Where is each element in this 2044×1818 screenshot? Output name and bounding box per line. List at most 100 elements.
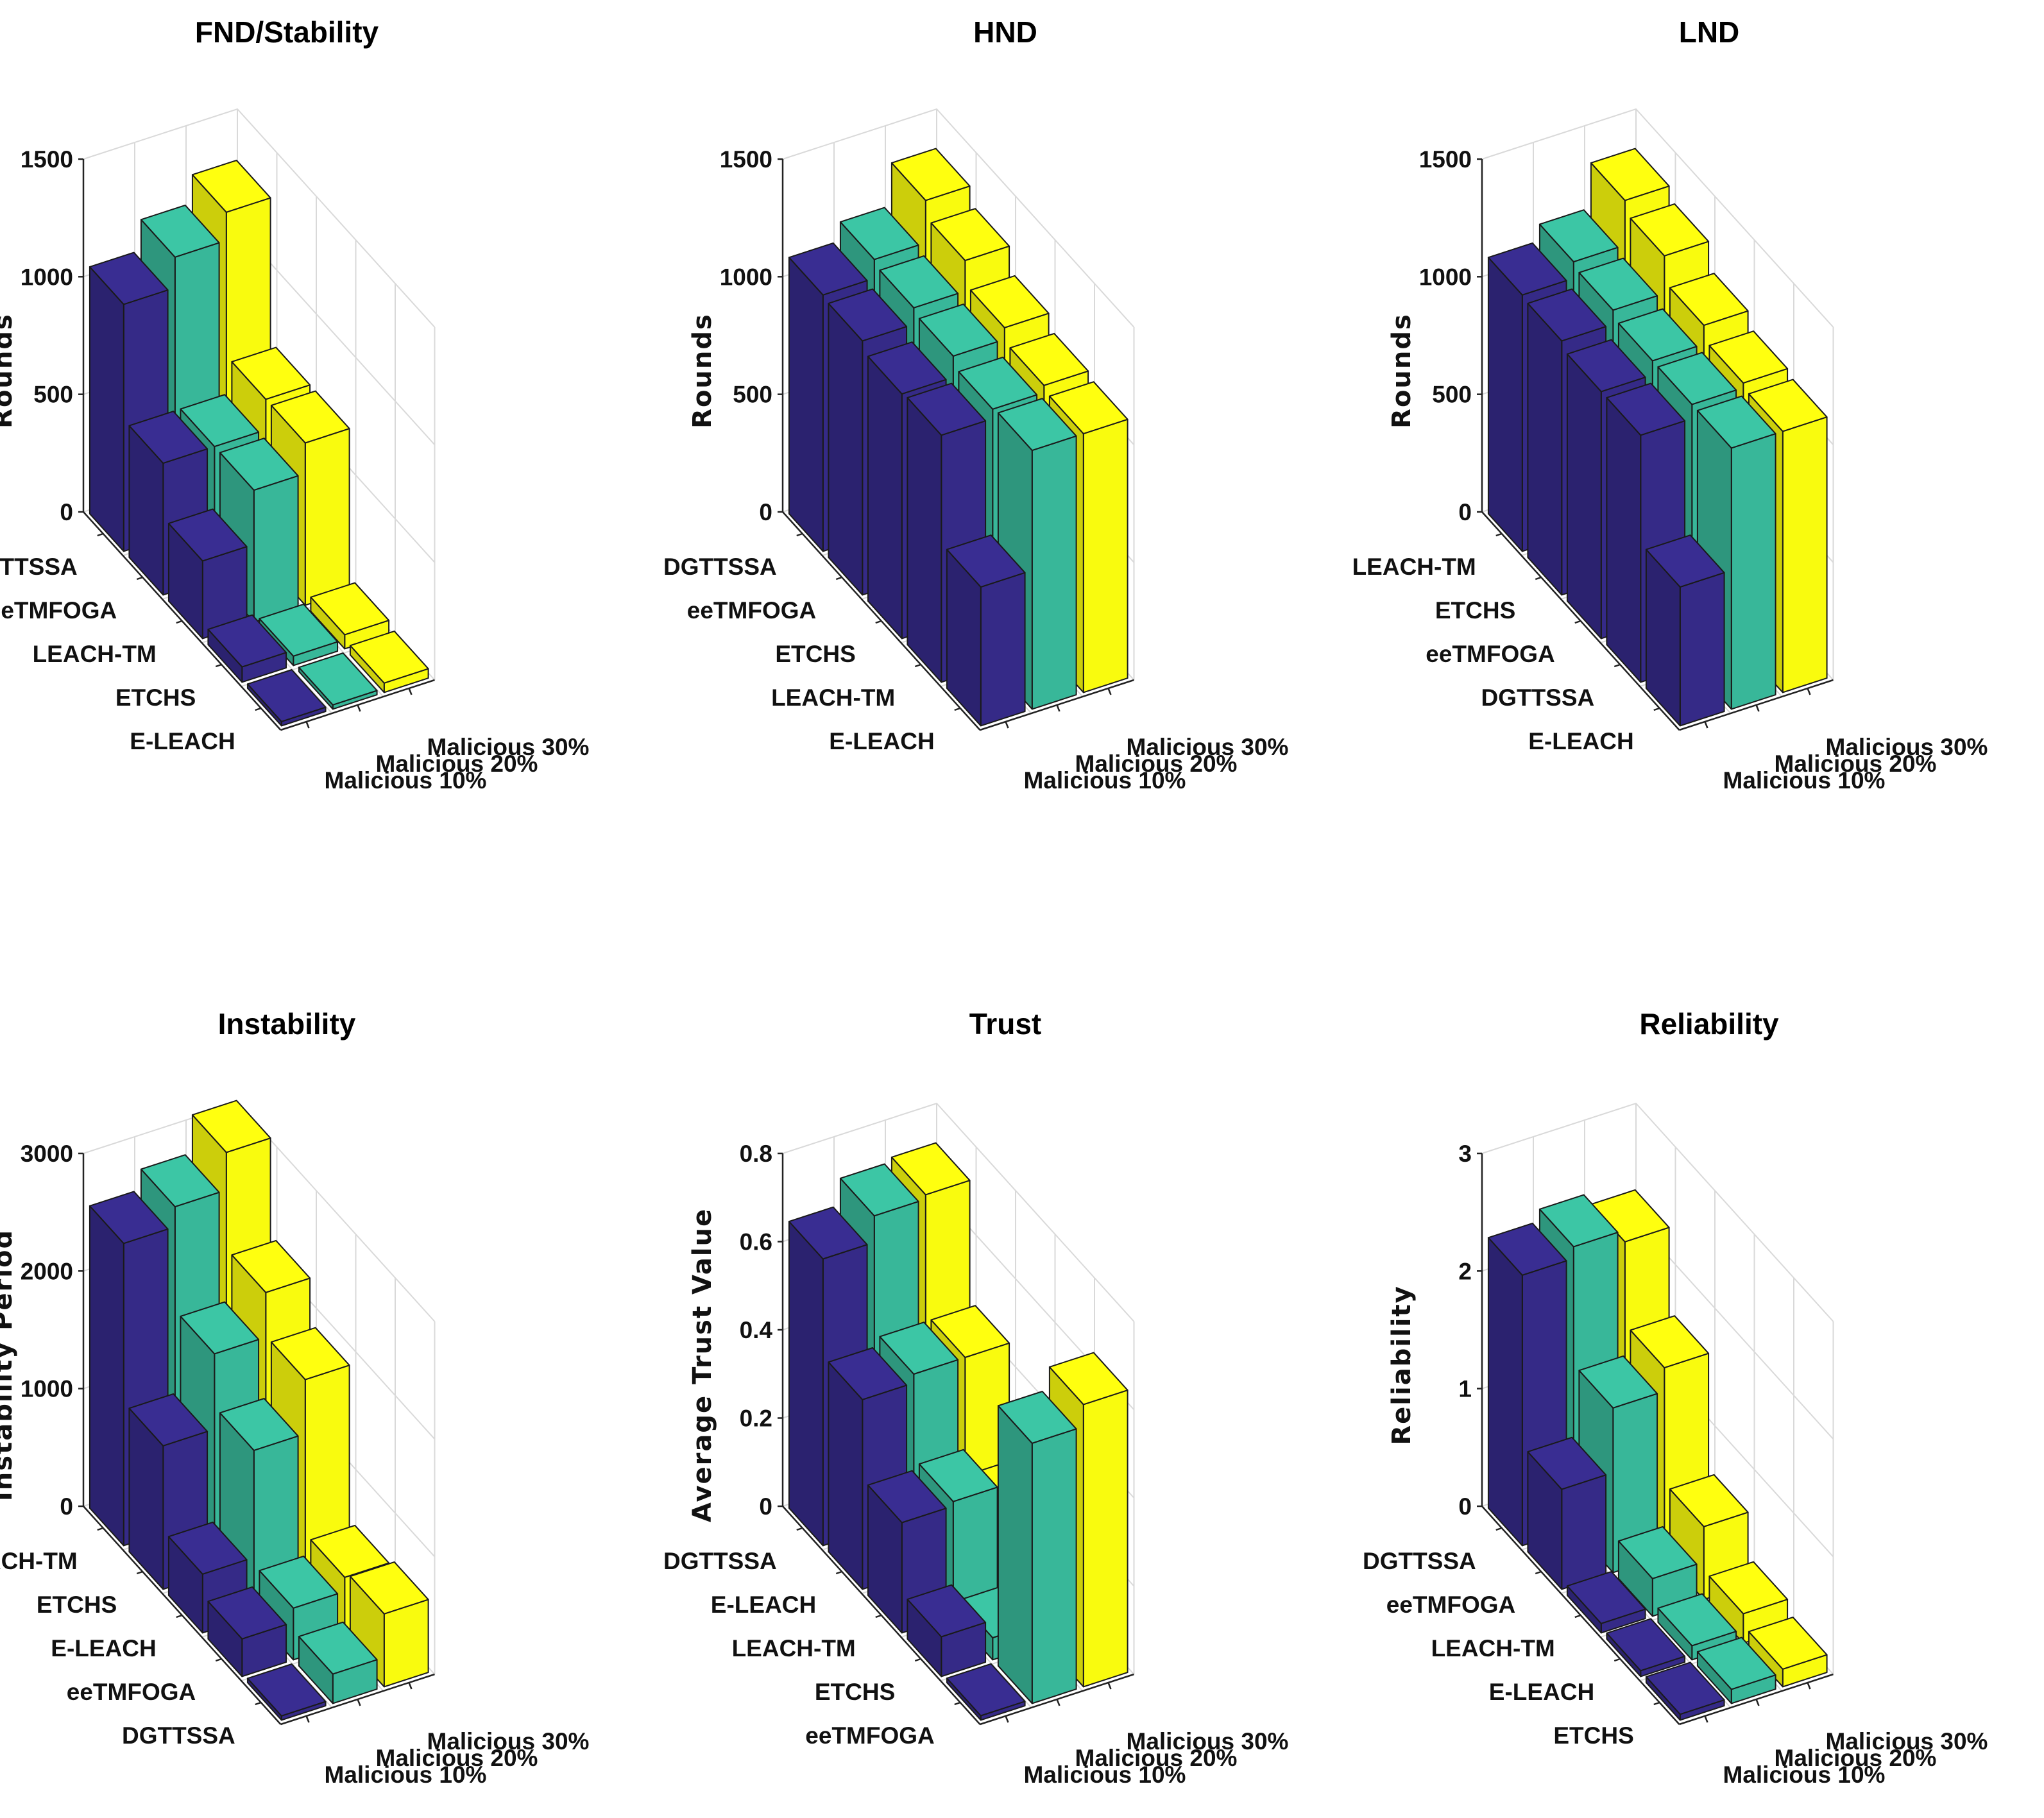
- series-tick: [1807, 688, 1811, 695]
- bar-top-face: [1669, 1474, 1749, 1527]
- chart-panel-5: 0 0.2 0.4 0.6 0.8 DGTTSSA E-LEACH LEACH-TM ETCHS…: [663, 1007, 1288, 1788]
- category-tick: [875, 1614, 882, 1618]
- series-tick: [305, 721, 310, 729]
- category-label: ETCHS: [815, 1679, 895, 1705]
- category-tick: [215, 1658, 222, 1662]
- bar-side-face: [828, 1361, 864, 1590]
- series-tick: [1107, 1682, 1112, 1690]
- series-tick: [1755, 704, 1760, 712]
- bar-ETCHS-1: [207, 614, 287, 683]
- bar-side-face: [788, 257, 824, 552]
- bar-top-face: [219, 438, 299, 491]
- category-label: E-LEACH: [51, 1635, 156, 1661]
- bar-top-face: [997, 398, 1077, 452]
- z-tick-label: 1500: [720, 146, 772, 173]
- z-tick-label: 0: [759, 1493, 772, 1520]
- category-label: E-LEACH: [1489, 1679, 1594, 1705]
- z-axis-label: Average Trust Value: [688, 1208, 717, 1522]
- bar-front-face: [1082, 1389, 1128, 1688]
- bar-front-face: [1031, 1428, 1077, 1704]
- series-tick: [1755, 1699, 1760, 1706]
- bar-front-face: [1031, 435, 1077, 710]
- chart-title: FND/Stability: [195, 15, 379, 49]
- series-label: Malicious 20%: [1075, 751, 1238, 777]
- bar-top-face: [997, 1391, 1077, 1444]
- bar-top-face: [180, 394, 260, 448]
- category-tick: [1495, 532, 1503, 537]
- bar-E-LEACH-1: [946, 534, 1026, 727]
- bar-top-face: [1487, 242, 1567, 296]
- bar-LEACH-TM-1: [1566, 1570, 1646, 1634]
- bar-top-face: [930, 208, 1010, 262]
- chart-title: Instability: [218, 1007, 356, 1041]
- bar-top-face: [930, 1305, 1010, 1358]
- bar-side-face: [1566, 353, 1602, 640]
- bar-top-face: [128, 1393, 209, 1447]
- category-label: DGTTSSA: [663, 1548, 777, 1574]
- category-label: eeTMFOGA: [805, 1722, 934, 1749]
- series-tick: [1107, 688, 1112, 695]
- category-label: E-LEACH: [1528, 728, 1633, 754]
- bar-top-face: [890, 148, 971, 201]
- category-tick: [136, 576, 143, 581]
- bar-top-face: [788, 242, 868, 296]
- series-tick: [1807, 1682, 1811, 1690]
- z-tick-label: 0: [60, 1493, 73, 1520]
- bar-DGTTSSA-2: [298, 1621, 378, 1704]
- bar-top-face: [349, 630, 429, 684]
- bar-top-face: [1657, 1593, 1737, 1647]
- category-tick: [1653, 1701, 1660, 1706]
- category-label: eeTMFOGA: [687, 597, 816, 624]
- z-axis-label: Rounds: [688, 313, 717, 429]
- bar-top-face: [1696, 1636, 1776, 1690]
- bar-side-face: [788, 1221, 824, 1547]
- bar-top-face: [946, 534, 1026, 588]
- bar-side-face: [828, 302, 864, 596]
- series-label: Malicious 30%: [1127, 734, 1289, 760]
- category-tick: [1614, 1658, 1621, 1662]
- bar-front-face: [1561, 1474, 1607, 1590]
- chart-title: Reliability: [1639, 1007, 1779, 1041]
- bar-top-face: [207, 614, 287, 668]
- axes: 0 500 1000 1500 DGTTSSA eeTMFOGA ETCHS LEACH-TM…: [663, 146, 1288, 794]
- axes: 0 1000 2000 3000 LEACH-TM ETCHS E-LEACH eeTMFOG…: [0, 1141, 589, 1788]
- category-label: DGTTSSA: [663, 554, 777, 580]
- bar-top-face: [219, 1398, 299, 1451]
- category-tick: [97, 1527, 104, 1531]
- bar-E-LEACH-2: [298, 652, 378, 710]
- bar-front-face: [1082, 418, 1128, 693]
- category-tick: [954, 707, 961, 711]
- series-tick: [1005, 721, 1009, 729]
- chart-panel-1: 0 500 1000 1500 DGTTSSA eeTMFOGA LEACH-TM ETCHS…: [0, 15, 589, 794]
- bar-E-LEACH-1: [246, 669, 327, 727]
- z-tick-label: 500: [33, 382, 73, 408]
- bar-top-face: [828, 1347, 908, 1400]
- bar-top-face: [140, 1154, 220, 1208]
- z-tick-label: 1500: [1419, 146, 1472, 173]
- bar-top-face: [1048, 1352, 1128, 1406]
- category-label: E-LEACH: [711, 1592, 816, 1618]
- series-tick: [1056, 1699, 1060, 1706]
- bar-eeTMFOGA-1: [946, 1663, 1026, 1721]
- bar-LEACH-TM-1: [167, 508, 248, 640]
- bar-side-face: [1606, 396, 1642, 683]
- z-tick-label: 1000: [1419, 264, 1472, 290]
- series-label: Malicious 30%: [1127, 1728, 1289, 1754]
- category-tick: [1653, 707, 1660, 711]
- series-label: Malicious 30%: [1826, 1728, 1988, 1754]
- bar-top-face: [298, 1621, 378, 1675]
- series-tick: [408, 1682, 413, 1690]
- z-tick-label: 0: [1458, 499, 1472, 525]
- bar-side-face: [997, 1405, 1033, 1704]
- category-tick: [835, 1570, 842, 1575]
- series-label: Malicious 10%: [1723, 1762, 1886, 1788]
- z-tick-label: 0.8: [740, 1141, 772, 1167]
- bar-top-face: [231, 1239, 311, 1293]
- series-tick: [1005, 1715, 1009, 1723]
- bar-front-face: [1782, 416, 1828, 693]
- bar-top-face: [246, 669, 327, 722]
- bar-top-face: [1696, 395, 1776, 449]
- bar-top-face: [207, 1586, 287, 1640]
- bar-top-face: [167, 1521, 248, 1575]
- bar-side-face: [907, 396, 942, 683]
